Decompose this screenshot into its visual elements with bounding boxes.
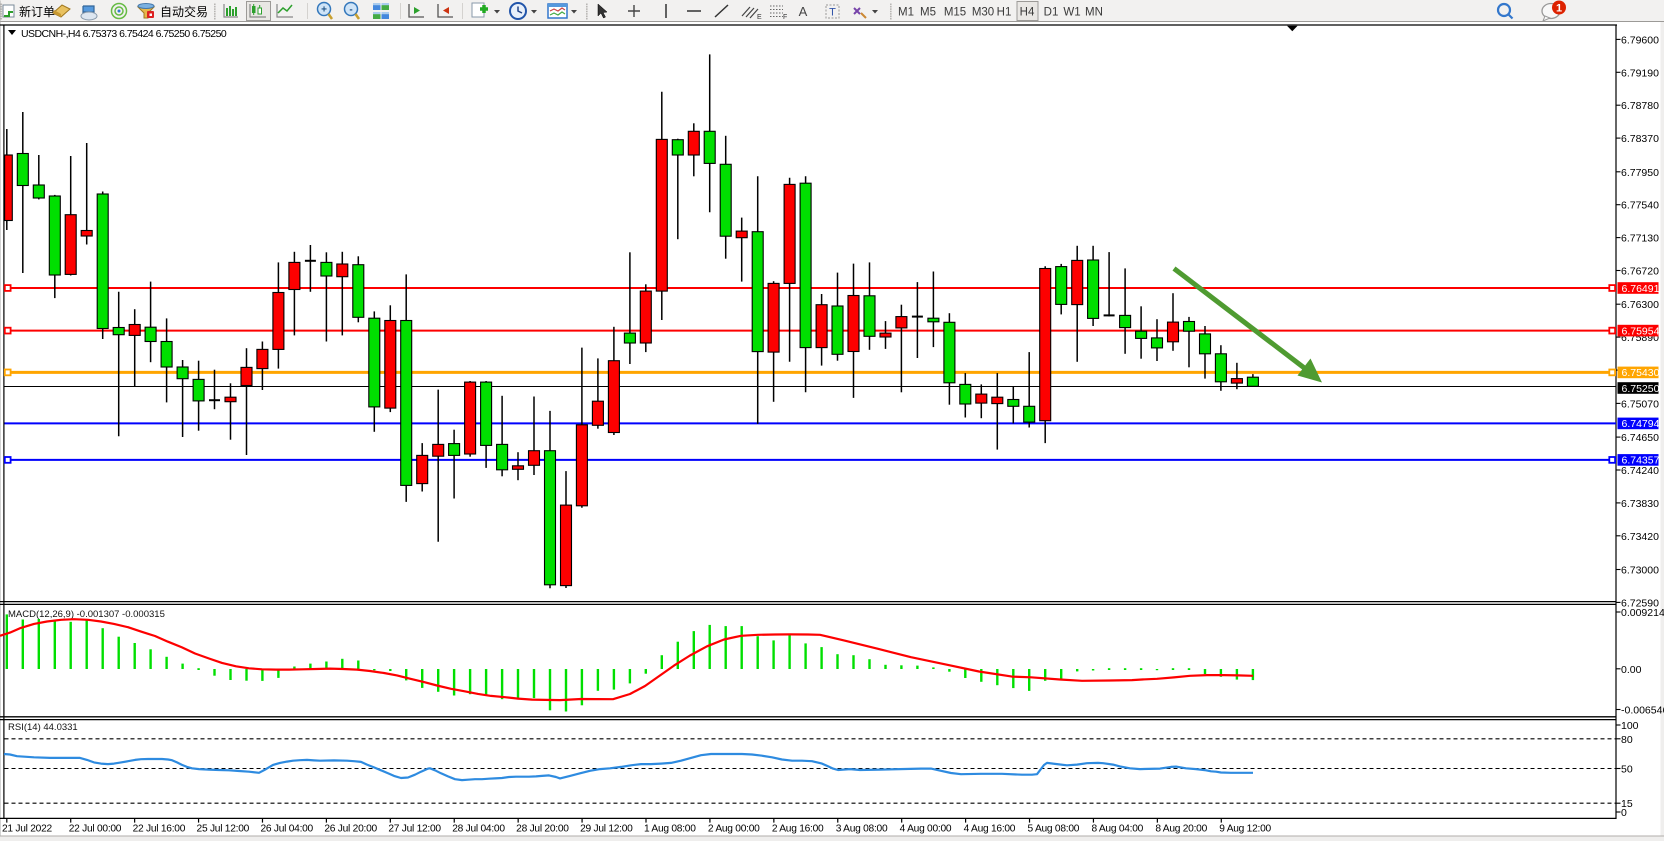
svg-text:F: F xyxy=(783,14,787,21)
svg-text:E: E xyxy=(757,14,762,21)
svg-text:6.74794: 6.74794 xyxy=(1622,418,1660,430)
svg-text:6.74650: 6.74650 xyxy=(1621,432,1659,444)
svg-text:4 Aug 00:00: 4 Aug 00:00 xyxy=(900,824,952,835)
svg-text:6.72590: 6.72590 xyxy=(1621,597,1659,609)
svg-text:6.74240: 6.74240 xyxy=(1621,465,1659,477)
svg-text:26 Jul 04:00: 26 Jul 04:00 xyxy=(260,824,313,835)
svg-text:2 Aug 00:00: 2 Aug 00:00 xyxy=(708,824,760,835)
svg-text:M30: M30 xyxy=(972,7,994,19)
svg-text:新订单: 新订单 xyxy=(19,4,55,19)
svg-text:6.75070: 6.75070 xyxy=(1621,398,1659,410)
svg-text:6.78780: 6.78780 xyxy=(1621,100,1659,112)
svg-text:6.75954: 6.75954 xyxy=(1622,325,1660,337)
svg-text:15: 15 xyxy=(1621,798,1633,810)
svg-text:MACD(12,26,9) -0.001307 -0.000: MACD(12,26,9) -0.001307 -0.000315 xyxy=(8,609,165,620)
svg-text:-0.006546: -0.006546 xyxy=(1621,705,1664,717)
svg-text:6.73830: 6.73830 xyxy=(1621,498,1659,510)
svg-text:2 Aug 16:00: 2 Aug 16:00 xyxy=(772,824,824,835)
svg-text:A: A xyxy=(799,4,808,19)
svg-text:6.79190: 6.79190 xyxy=(1621,67,1659,79)
svg-text:M15: M15 xyxy=(944,7,966,19)
svg-text:6.77540: 6.77540 xyxy=(1621,200,1659,212)
svg-text:6.74357: 6.74357 xyxy=(1622,455,1660,467)
svg-text:100: 100 xyxy=(1621,720,1639,732)
svg-text:H1: H1 xyxy=(997,7,1012,19)
svg-text:28 Jul 04:00: 28 Jul 04:00 xyxy=(452,824,505,835)
svg-text:6.79600: 6.79600 xyxy=(1621,34,1659,46)
svg-text:3 Aug 08:00: 3 Aug 08:00 xyxy=(836,824,888,835)
svg-text:8 Aug 04:00: 8 Aug 04:00 xyxy=(1091,824,1143,835)
svg-text:22 Jul 16:00: 22 Jul 16:00 xyxy=(133,824,186,835)
svg-text:RSI(14) 44.0331: RSI(14) 44.0331 xyxy=(8,722,78,733)
svg-text:6.77130: 6.77130 xyxy=(1621,233,1659,245)
svg-text:22 Jul 00:00: 22 Jul 00:00 xyxy=(69,824,122,835)
svg-text:6.73420: 6.73420 xyxy=(1621,531,1659,543)
svg-text:21 Jul 2022: 21 Jul 2022 xyxy=(2,824,53,835)
svg-text:80: 80 xyxy=(1621,734,1633,746)
svg-text:26 Jul 20:00: 26 Jul 20:00 xyxy=(324,824,377,835)
svg-text:6.76720: 6.76720 xyxy=(1621,266,1659,278)
svg-text:25 Jul 12:00: 25 Jul 12:00 xyxy=(197,824,250,835)
svg-text:29 Jul 12:00: 29 Jul 12:00 xyxy=(580,824,633,835)
svg-text:T: T xyxy=(829,7,836,19)
svg-text:0: 0 xyxy=(1621,807,1627,819)
svg-text:W1: W1 xyxy=(1063,7,1080,19)
svg-text:+: + xyxy=(321,5,327,16)
svg-text:M1: M1 xyxy=(898,7,914,19)
svg-text:6.77950: 6.77950 xyxy=(1621,167,1659,179)
svg-text:8 Aug 20:00: 8 Aug 20:00 xyxy=(1155,824,1207,835)
svg-text:6.73000: 6.73000 xyxy=(1621,565,1659,577)
svg-text:4 Aug 16:00: 4 Aug 16:00 xyxy=(964,824,1016,835)
svg-text:H4: H4 xyxy=(1020,7,1035,19)
svg-text:6.76300: 6.76300 xyxy=(1621,299,1659,311)
svg-text:0.00: 0.00 xyxy=(1621,664,1642,676)
svg-text:5 Aug 08:00: 5 Aug 08:00 xyxy=(1028,824,1080,835)
svg-text:M5: M5 xyxy=(920,7,936,19)
svg-text:-: - xyxy=(349,5,352,16)
svg-text:自动交易: 自动交易 xyxy=(160,4,208,19)
svg-text:USDCNH-,H4 6.75373 6.75424 6.: USDCNH-,H4 6.75373 6.75424 6.75250 6.752… xyxy=(21,28,227,40)
svg-text:6.76491: 6.76491 xyxy=(1622,283,1660,295)
svg-text:MN: MN xyxy=(1085,7,1103,19)
svg-text:28 Jul 20:00: 28 Jul 20:00 xyxy=(516,824,569,835)
svg-text:0.009214: 0.009214 xyxy=(1621,607,1664,619)
svg-text:6.75250: 6.75250 xyxy=(1622,383,1660,395)
svg-text:6.75430: 6.75430 xyxy=(1622,367,1660,379)
svg-text:D1: D1 xyxy=(1044,7,1059,19)
svg-text:27 Jul 12:00: 27 Jul 12:00 xyxy=(388,824,441,835)
svg-text:6.78370: 6.78370 xyxy=(1621,133,1659,145)
svg-text:9 Aug 12:00: 9 Aug 12:00 xyxy=(1219,824,1271,835)
svg-text:1 Aug 08:00: 1 Aug 08:00 xyxy=(644,824,696,835)
svg-text:50: 50 xyxy=(1621,764,1633,776)
svg-text:1: 1 xyxy=(1556,3,1562,15)
